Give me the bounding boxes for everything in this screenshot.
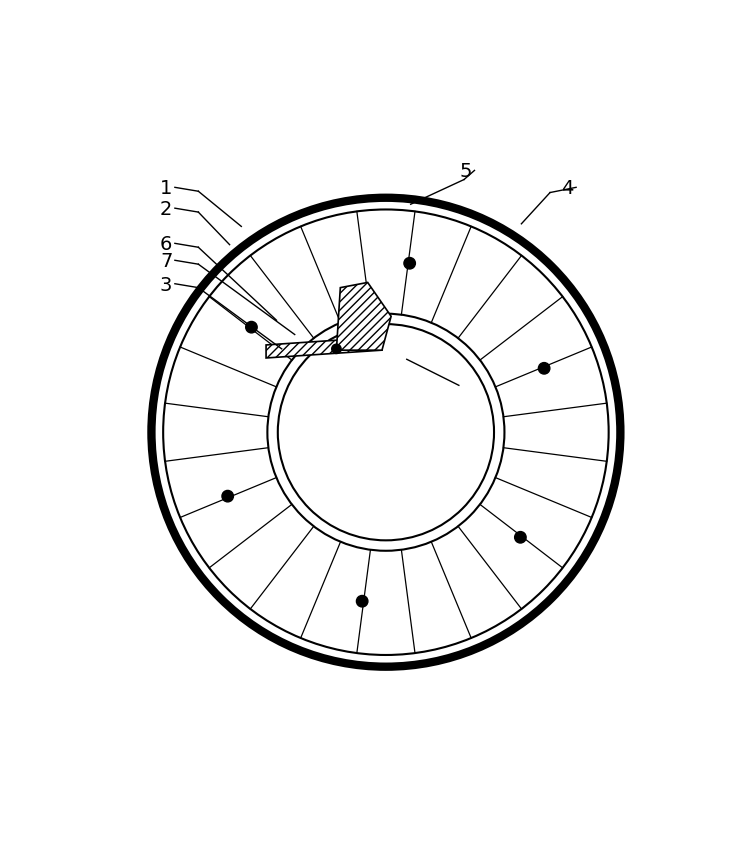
Polygon shape [266, 337, 382, 358]
Circle shape [222, 491, 233, 502]
Polygon shape [337, 282, 391, 350]
Circle shape [538, 362, 550, 374]
Circle shape [245, 321, 258, 333]
Text: 2: 2 [160, 200, 172, 219]
Circle shape [332, 344, 341, 353]
Text: 5: 5 [459, 162, 472, 181]
Text: 7: 7 [160, 252, 172, 271]
Text: 3: 3 [160, 276, 172, 294]
Text: 1: 1 [160, 180, 172, 198]
Text: 4: 4 [561, 180, 574, 198]
Circle shape [514, 532, 526, 543]
Circle shape [356, 595, 368, 607]
Text: 6: 6 [160, 235, 172, 254]
Circle shape [404, 257, 416, 269]
